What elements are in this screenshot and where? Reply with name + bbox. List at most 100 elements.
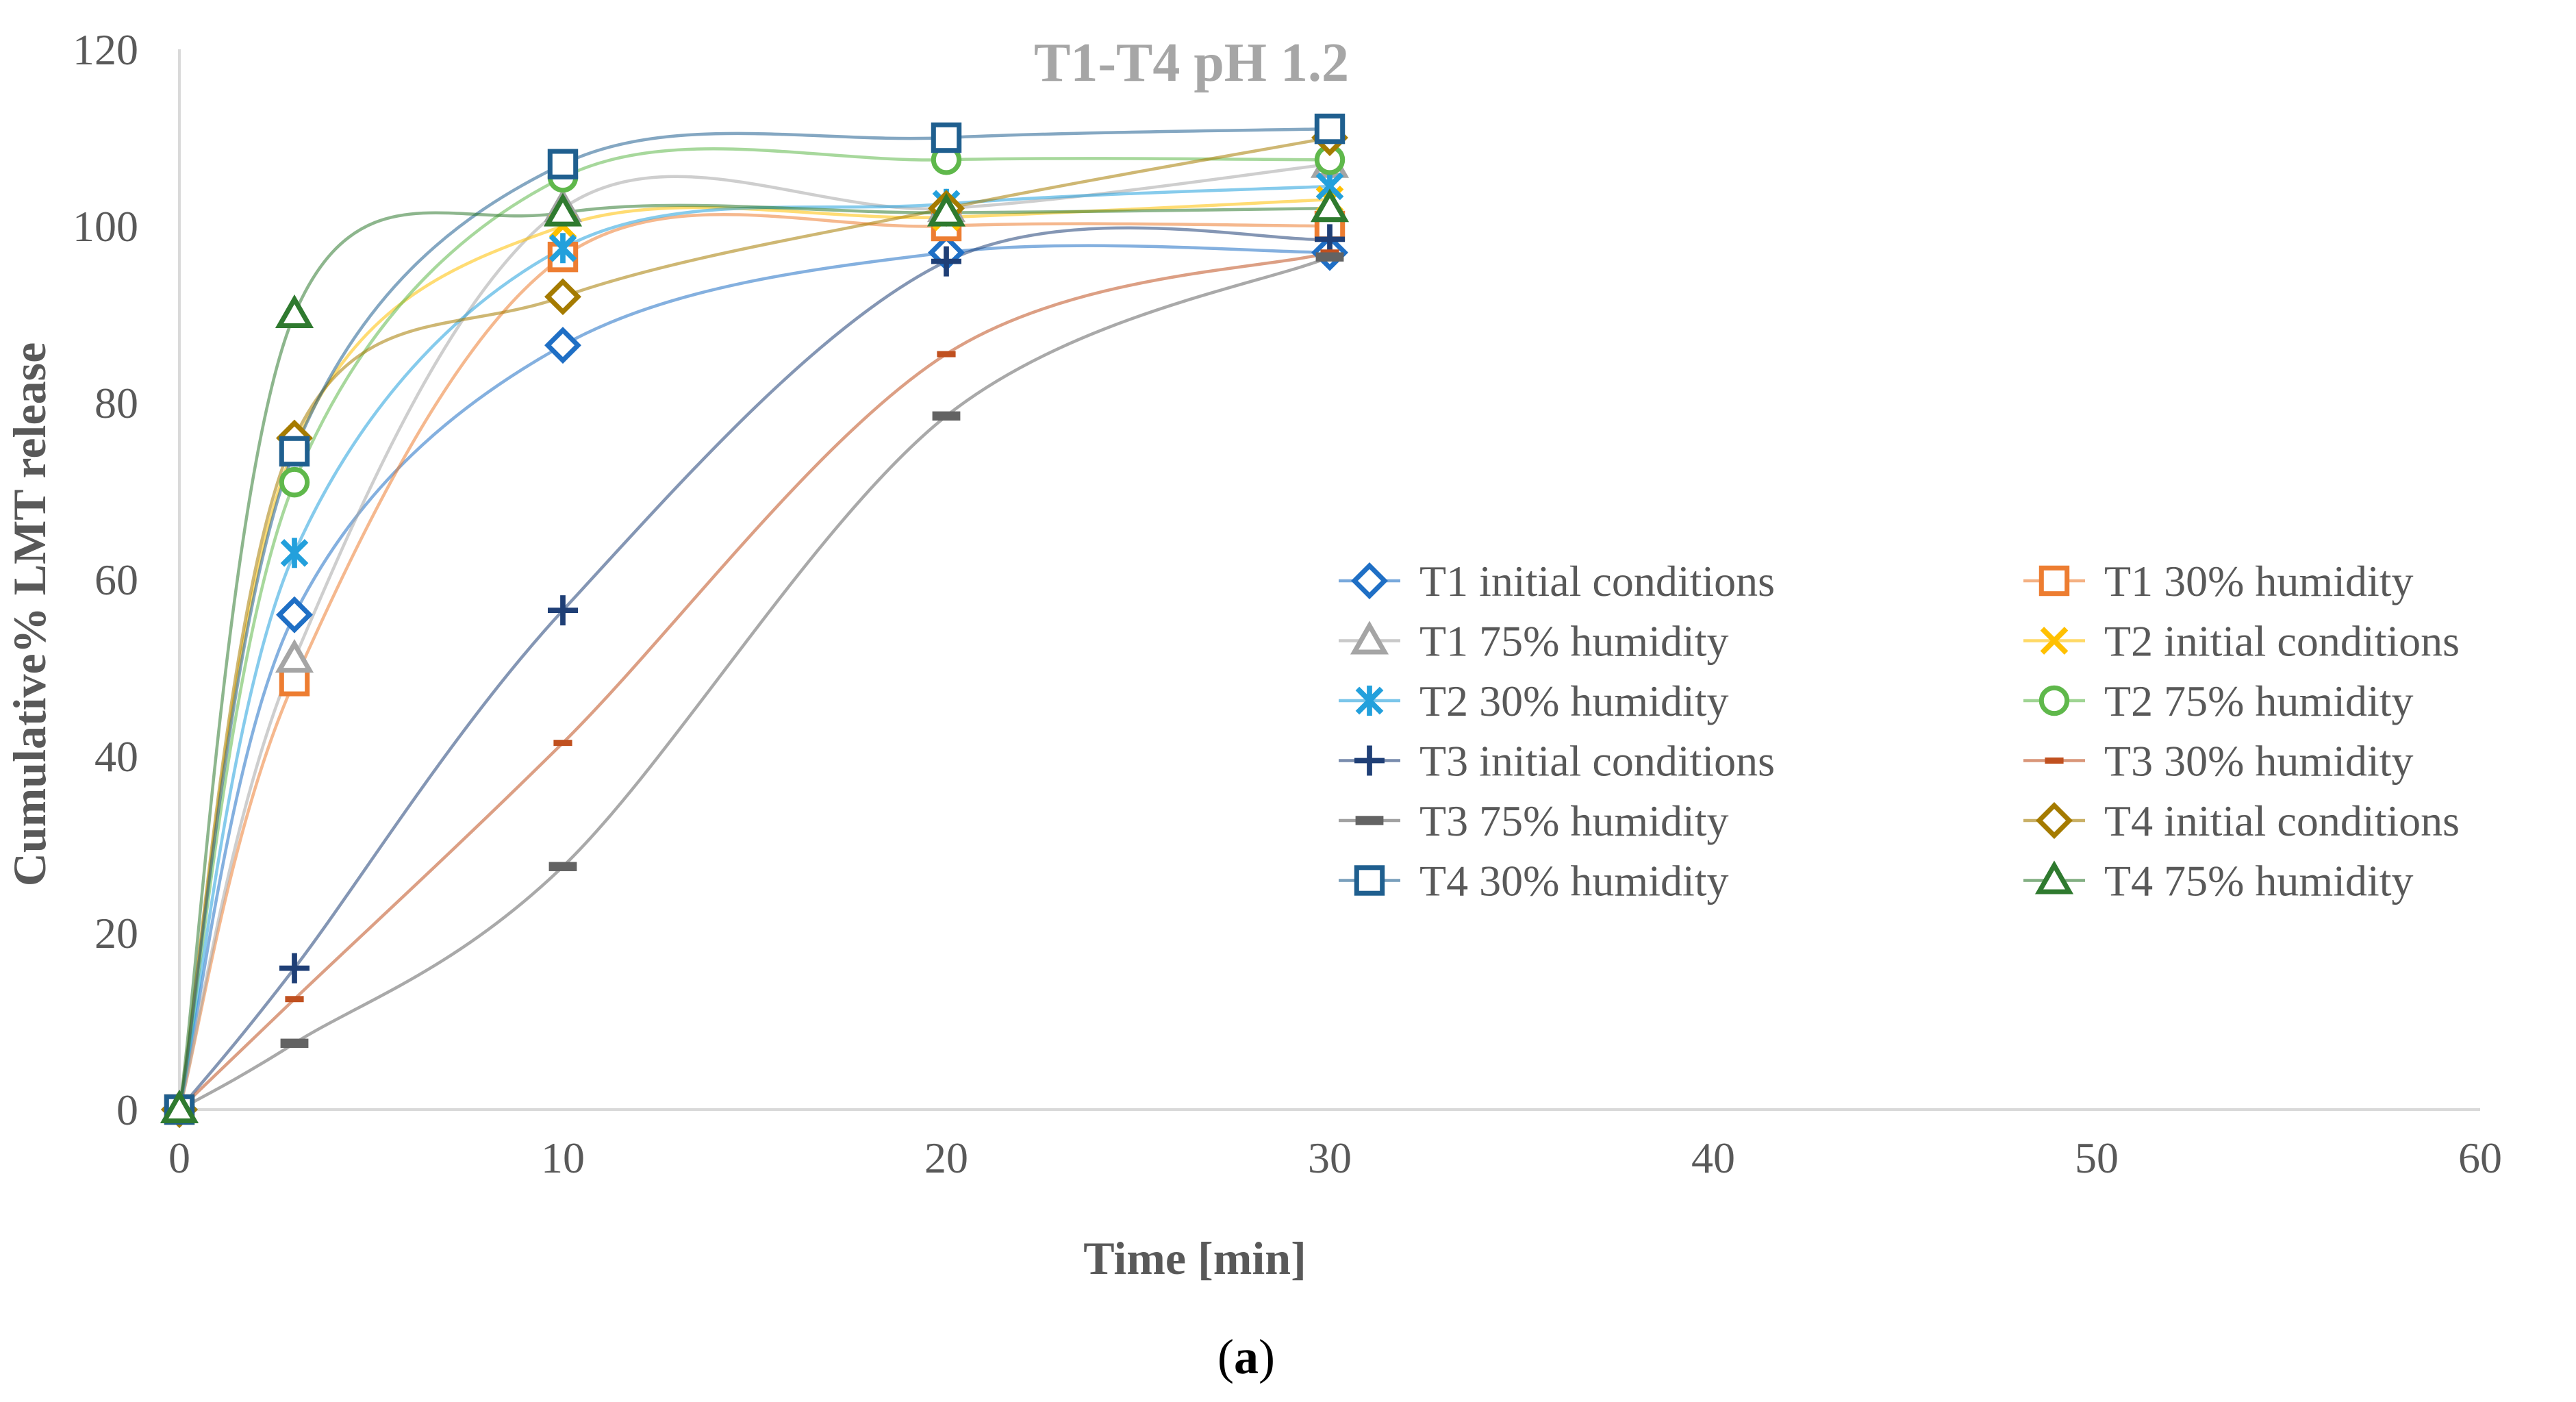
data-point — [275, 639, 314, 673]
caption-close: ) — [1259, 1329, 1275, 1384]
legend-item: T2 75% humidity — [2023, 677, 2414, 725]
legend-marker — [1350, 621, 1389, 655]
series-line — [177, 198, 1330, 1110]
data-point — [544, 327, 581, 364]
series-line — [178, 251, 1330, 1111]
legend-marker — [2036, 802, 2073, 839]
legend-item: T1 initial conditions — [1339, 557, 1775, 605]
data-point — [547, 149, 579, 179]
data-point — [543, 192, 583, 227]
legend-marker — [2038, 685, 2070, 716]
chart-title: T1-T4 pH 1.2 — [1034, 33, 1349, 93]
x-tick-label: 60 — [2458, 1134, 2502, 1182]
legend-label: T1 initial conditions — [1419, 557, 1775, 605]
legend-item: T3 30% humidity — [2023, 737, 2414, 786]
y-tick-label: 100 — [73, 202, 138, 251]
legend-item: T2 initial conditions — [2023, 617, 2460, 666]
x-tick-label: 50 — [2075, 1134, 2119, 1182]
data-point — [279, 436, 310, 467]
caption-letter: a — [1234, 1329, 1259, 1384]
data-point — [926, 192, 966, 227]
y-tick-label: 20 — [94, 909, 138, 957]
data-point — [544, 278, 581, 316]
legend: T1 initial conditions T1 30% humidity T1 7… — [1339, 557, 2460, 905]
series-line — [177, 162, 1330, 1110]
legend-item: T3 initial conditions — [1339, 737, 1775, 786]
x-tick-label: 30 — [1308, 1134, 1352, 1182]
data-point — [931, 122, 962, 153]
data-point — [285, 996, 304, 1003]
data-point — [279, 953, 310, 984]
legend-item: T4 30% humidity — [1339, 857, 1729, 905]
data-point — [932, 411, 961, 421]
legend-label: T2 initial conditions — [2104, 617, 2460, 666]
series-line — [177, 147, 1330, 1110]
data-point — [280, 538, 309, 568]
data-point — [548, 862, 577, 871]
data-point — [280, 1038, 309, 1048]
y-tick-label: 40 — [94, 732, 138, 781]
y-tick-label: 60 — [94, 555, 138, 604]
x-tick-label: 10 — [541, 1134, 585, 1182]
legend-marker — [1354, 865, 1385, 896]
x-tick-label: 0 — [168, 1134, 190, 1182]
data-point — [1315, 252, 1344, 262]
data-point — [1310, 188, 1350, 223]
legend-marker — [1354, 745, 1385, 776]
legend-marker — [1355, 816, 1384, 825]
legend-label: T4 30% humidity — [1419, 857, 1729, 905]
x-tick-label: 20 — [924, 1134, 968, 1182]
y-tick-label: 120 — [73, 25, 138, 74]
legend-label: T2 75% humidity — [2104, 677, 2414, 725]
legend-marker — [1355, 686, 1384, 716]
legend-label: T3 initial conditions — [1419, 737, 1775, 786]
series-line — [177, 136, 1330, 1110]
legend-item: T2 30% humidity — [1339, 677, 1729, 725]
legend-marker — [2034, 860, 2074, 894]
legend-label: T3 75% humidity — [1419, 797, 1729, 845]
data-point — [937, 351, 956, 358]
legend-item: T1 75% humidity — [1339, 617, 1729, 666]
legend-label: T3 30% humidity — [2104, 737, 2414, 786]
legend-label: T4 75% humidity — [2104, 857, 2414, 905]
legend-marker — [2040, 627, 2069, 655]
data-point — [160, 1089, 199, 1124]
data-point — [548, 595, 578, 626]
legend-marker — [1351, 562, 1388, 599]
data-point — [275, 294, 314, 329]
data-point — [1314, 113, 1346, 145]
y-tick-label: 0 — [116, 1086, 138, 1134]
series-line — [177, 127, 1330, 1110]
y-axis-title: Cumulative% LMT release — [3, 342, 55, 887]
data-point — [279, 466, 310, 498]
figure-caption: (a) — [1217, 1329, 1275, 1384]
legend-marker — [2038, 565, 2070, 597]
caption-open: ( — [1217, 1329, 1234, 1384]
legend-item: T3 75% humidity — [1339, 797, 1729, 845]
legend-label: T1 75% humidity — [1419, 617, 1729, 666]
x-tick-label: 40 — [1691, 1134, 1735, 1182]
series-line — [177, 203, 1330, 1110]
axes: 0 20 40 60 80 100 120 0 10 20 30 40 50 60 — [73, 25, 2502, 1182]
series-markers — [160, 113, 1350, 1128]
data-point — [553, 740, 572, 747]
legend-item: T1 30% humidity — [2023, 557, 2414, 605]
data-point — [931, 246, 961, 277]
series-line — [177, 244, 1330, 1110]
data-point — [276, 596, 313, 634]
legend-item: T4 initial conditions — [2023, 797, 2460, 845]
legend-label: T4 initial conditions — [2104, 797, 2460, 845]
series-line — [178, 226, 1330, 1111]
series-lines — [177, 127, 1330, 1111]
data-point — [548, 233, 577, 264]
series-line — [177, 184, 1330, 1110]
series-line — [178, 255, 1330, 1111]
legend-marker — [2045, 758, 2064, 764]
y-tick-label: 80 — [94, 379, 138, 427]
series-line — [177, 212, 1330, 1110]
x-axis-title: Time [min] — [1083, 1232, 1306, 1284]
legend-label: T2 30% humidity — [1419, 677, 1729, 725]
legend-label: T1 30% humidity — [2104, 557, 2414, 605]
legend-item: T4 75% humidity — [2023, 857, 2414, 905]
